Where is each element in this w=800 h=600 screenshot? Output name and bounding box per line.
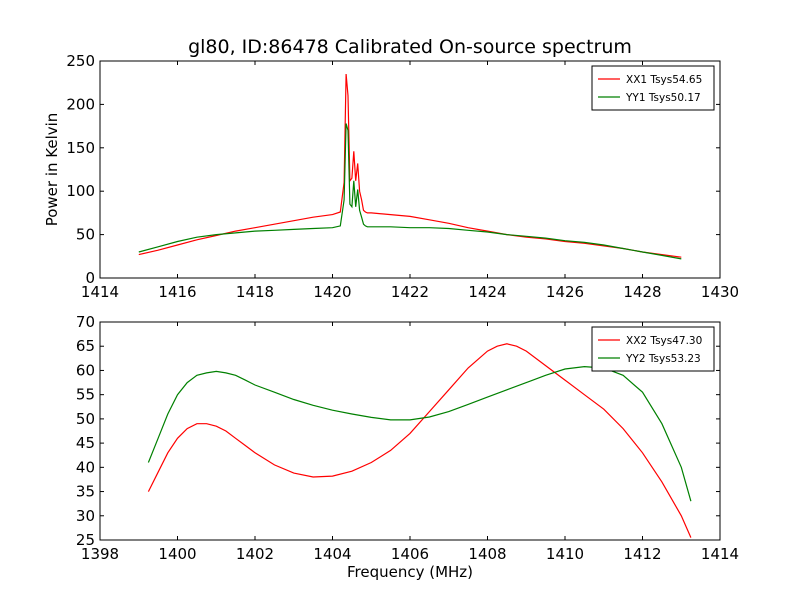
y-tick-label: 50 — [76, 410, 95, 428]
legend-box — [591, 326, 715, 372]
series-line-2 — [138, 123, 682, 260]
x-tick-label: 1412 — [623, 545, 661, 563]
x-tick-label: 1400 — [158, 545, 196, 563]
x-tick-label: 1418 — [236, 283, 274, 301]
series-line-2 — [147, 365, 692, 502]
x-tick-label: 1398 — [81, 545, 119, 563]
y-tick-label: 0 — [85, 269, 95, 287]
legend-box — [591, 65, 715, 111]
legend-entry: YY2 Tsys53.23 — [625, 353, 701, 365]
x-tick-label: 1408 — [468, 545, 506, 563]
upper-spectrum-panel: 1414 1416 1418 1420 1422 1424 1426 1428 1430 0 50 1… — [43, 52, 739, 301]
x-tick-label: 1414 — [701, 545, 739, 563]
x-tick-label: 1410 — [546, 545, 584, 563]
x-tick-label: 1422 — [391, 283, 429, 301]
legend: XX2 Tsys47.30 YY2 Tsys53.23 — [591, 326, 715, 372]
series-line-1 — [147, 343, 692, 538]
y-tick-label: 40 — [76, 458, 95, 476]
x-tick-label: 1414 — [81, 283, 119, 301]
figure-title: gl80, ID:86478 Calibrated On-source spec… — [188, 36, 632, 58]
x-tick-label: 1426 — [546, 283, 584, 301]
x-tick-label: 1404 — [313, 545, 351, 563]
x-axis-label: Frequency (MHz) — [347, 563, 473, 581]
y-tick-label: 45 — [76, 434, 95, 452]
y-tick-label: 30 — [76, 507, 95, 525]
y-tick-label: 35 — [76, 483, 95, 501]
series-line-1 — [138, 73, 682, 258]
y-tick-label: 250 — [66, 52, 95, 70]
y-tick-label: 60 — [76, 361, 95, 379]
legend-entry: XX2 Tsys47.30 — [626, 335, 702, 347]
x-tick-label: 1406 — [391, 545, 429, 563]
y-tick-label: 25 — [76, 531, 95, 549]
legend: XX1 Tsys54.65 YY1 Tsys50.17 — [591, 65, 715, 111]
y-axis-label: Power in Kelvin — [43, 113, 61, 227]
y-tick-label: 150 — [66, 139, 95, 157]
y-tick-label: 100 — [66, 182, 95, 200]
legend-entry: XX1 Tsys54.65 — [626, 74, 702, 86]
x-tick-label: 1420 — [313, 283, 351, 301]
legend-entry: YY1 Tsys50.17 — [625, 92, 701, 104]
y-tick-label: 200 — [66, 95, 95, 113]
x-tick-label: 1416 — [158, 283, 196, 301]
lower-spectrum-panel: 1398 1400 1402 1404 1406 1408 1410 1412 1414 25 30… — [76, 313, 739, 581]
y-tick-label: 65 — [76, 337, 95, 355]
x-tick-label: 1430 — [701, 283, 739, 301]
x-tick-label: 1424 — [468, 283, 506, 301]
y-tick-label: 70 — [76, 313, 95, 331]
y-tick-label: 50 — [76, 226, 95, 244]
x-tick-label: 1402 — [236, 545, 274, 563]
x-tick-label: 1428 — [623, 283, 661, 301]
y-tick-label: 55 — [76, 386, 95, 404]
